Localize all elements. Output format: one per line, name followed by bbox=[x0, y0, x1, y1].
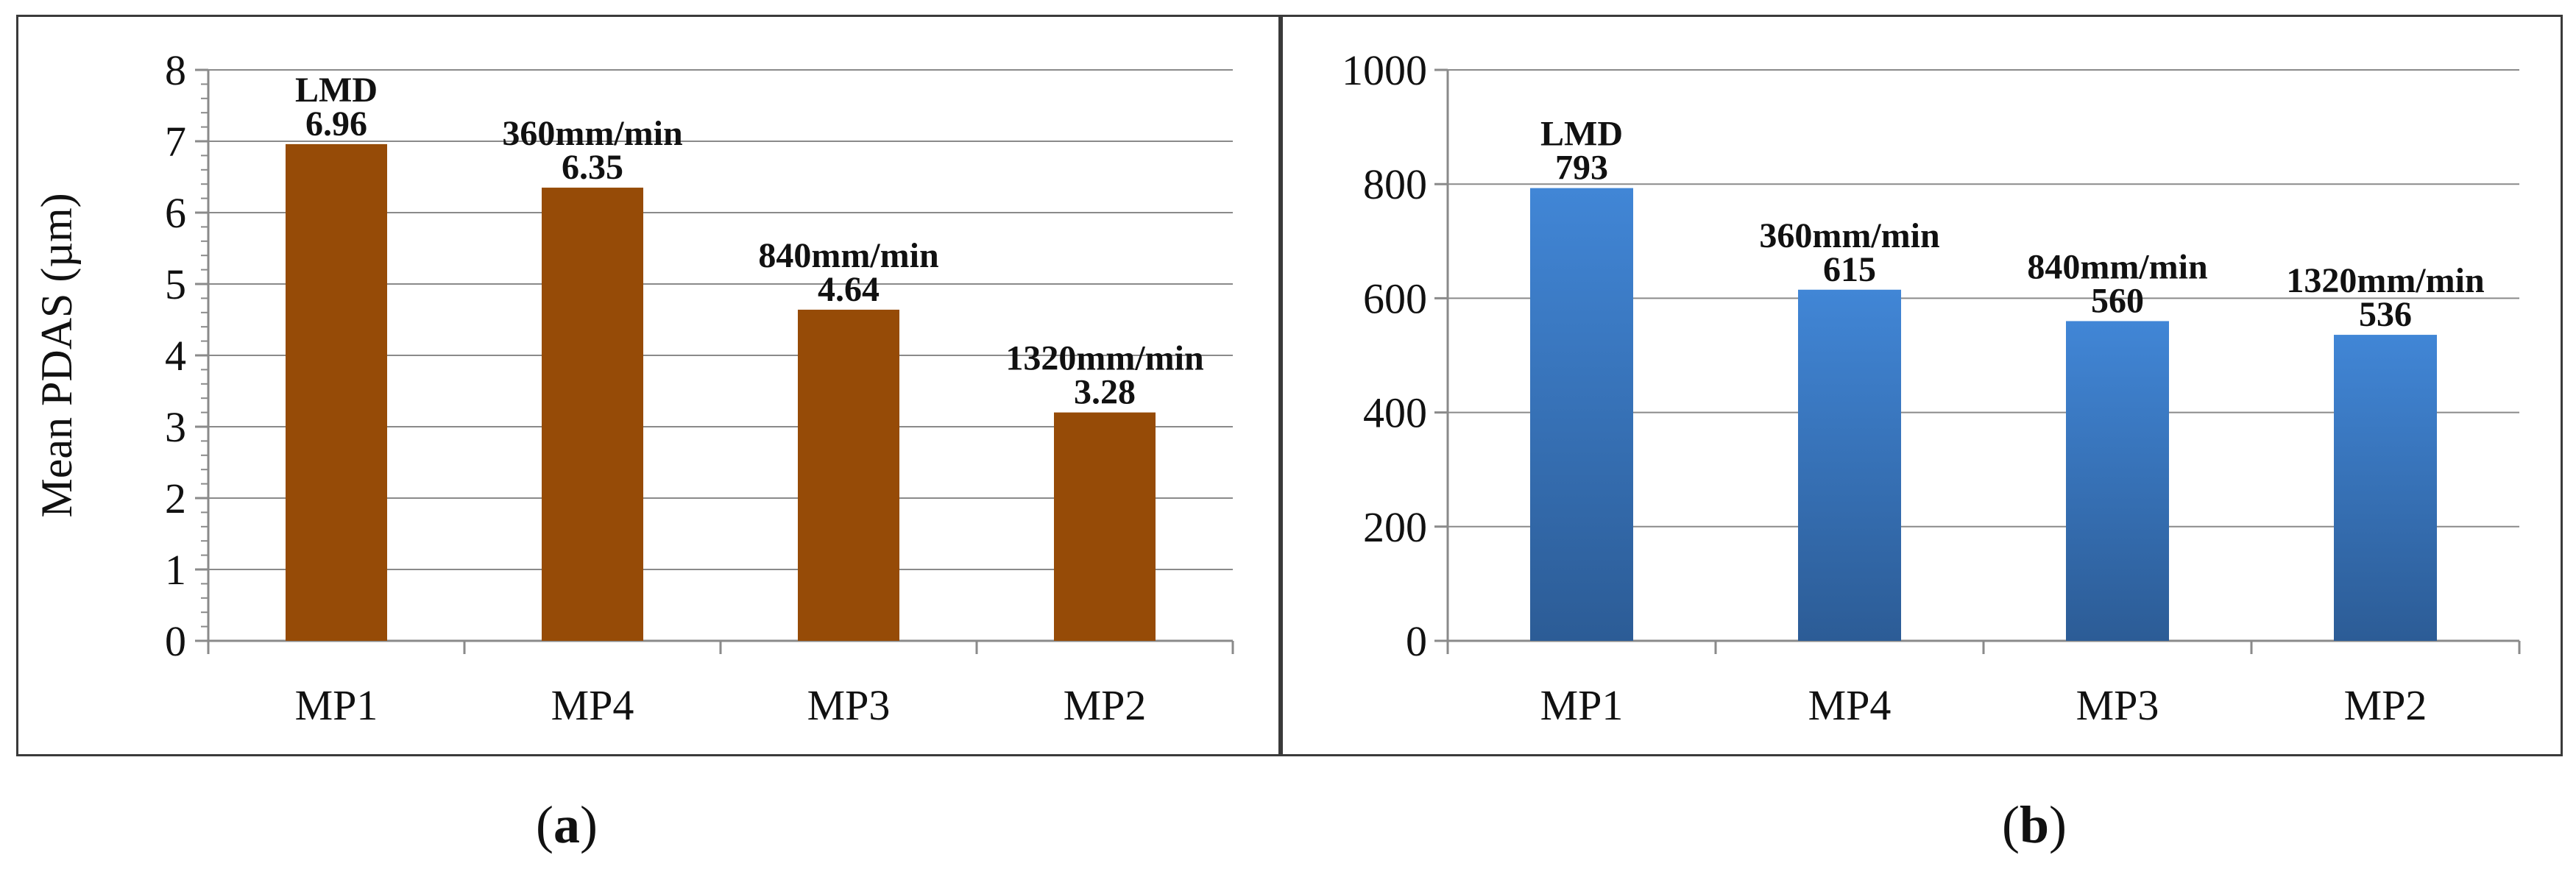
x-category-label-mp1-a: MP1 bbox=[295, 681, 378, 729]
data-label-line2-mp3-b: 560 bbox=[2091, 281, 2144, 320]
data-label-line1-mp2-a: 1320mm/min bbox=[1005, 339, 1203, 378]
y-tick-label-a-7: 7 bbox=[165, 118, 186, 166]
y-tick-label-b-4: 800 bbox=[1363, 160, 1427, 208]
y-tick-label-a-5: 5 bbox=[165, 260, 186, 308]
data-label-line1-mp3-b: 840mm/min bbox=[2027, 247, 2207, 286]
y-tick-label-a-1: 1 bbox=[165, 546, 186, 594]
data-label-line2-mp2-b: 536 bbox=[2359, 295, 2412, 334]
bar-mp2-b bbox=[2334, 335, 2437, 641]
data-label-line1-mp1-b: LMD bbox=[1540, 115, 1623, 154]
y-tick-label-a-8: 8 bbox=[165, 46, 186, 94]
x-category-label-mp4-b: MP4 bbox=[1808, 681, 1892, 729]
bar-mp2-a bbox=[1054, 412, 1156, 641]
data-label-line1-mp4-a: 360mm/min bbox=[502, 114, 682, 153]
y-tick-label-b-3: 600 bbox=[1363, 274, 1427, 322]
y-tick-label-a-2: 2 bbox=[165, 475, 186, 522]
x-category-label-mp2-b: MP2 bbox=[2344, 681, 2427, 729]
chart-panel-a: 0 1 2 3 4 5 6 7 8 MP1 LMD 6.96 MP4 360mm/min 6.35 MP3 84… bbox=[16, 15, 1281, 756]
x-category-label-mp4-a: MP4 bbox=[551, 681, 634, 729]
bar-mp1-a bbox=[286, 143, 387, 641]
y-tick-label-b-5: 1000 bbox=[1342, 46, 1427, 94]
data-label-line1-mp4-b: 360mm/min bbox=[1759, 216, 1939, 255]
data-label-line1-mp1-a: LMD bbox=[295, 71, 378, 110]
data-label-line1-mp3-a: 840mm/min bbox=[758, 236, 938, 275]
bar-mp4-a bbox=[542, 188, 643, 642]
y-tick-label-a-3: 3 bbox=[165, 403, 186, 451]
y-tick-label-b-1: 200 bbox=[1363, 503, 1427, 551]
x-category-label-mp3-b: MP3 bbox=[2076, 681, 2159, 729]
data-label-line2-mp4-b: 615 bbox=[1823, 250, 1876, 289]
y-tick-label-a-0: 0 bbox=[165, 617, 186, 665]
x-category-label-mp2-a: MP2 bbox=[1064, 681, 1147, 729]
bar-mp3-b bbox=[2066, 321, 2169, 641]
data-label-line2-mp1-a: 6.96 bbox=[305, 104, 367, 143]
caption-b-letter: b bbox=[2019, 795, 2050, 854]
y-tick-label-b-2: 400 bbox=[1363, 389, 1427, 437]
caption-b: (b) bbox=[2002, 795, 2067, 854]
data-label-line2-mp1-b: 793 bbox=[1555, 149, 1608, 188]
y-tick-label-b-0: 0 bbox=[1406, 617, 1427, 665]
data-label-line2-mp4-a: 6.35 bbox=[562, 148, 623, 187]
y-axis-title-a: Mean PDAS (µm) bbox=[32, 193, 81, 517]
bar-mp1-b bbox=[1530, 188, 1633, 641]
x-category-label-mp3-a: MP3 bbox=[807, 681, 891, 729]
bar-mp3-a bbox=[798, 309, 899, 641]
data-label-line1-mp2-b: 1320mm/min bbox=[2286, 261, 2484, 300]
bar-mp4-b bbox=[1798, 289, 1901, 641]
x-category-label-mp1-b: MP1 bbox=[1540, 681, 1624, 729]
data-label-line2-mp2-a: 3.28 bbox=[1074, 373, 1136, 412]
caption-a-letter: a bbox=[553, 795, 580, 854]
y-tick-label-a-6: 6 bbox=[165, 189, 186, 237]
chart-panel-b: 0 200 400 600 800 1000 MP1 LMD 793 MP4 360mm/min 61… bbox=[1281, 15, 2563, 756]
caption-a: (a) bbox=[536, 795, 598, 854]
y-tick-label-a-4: 4 bbox=[165, 332, 186, 380]
data-label-line2-mp3-a: 4.64 bbox=[818, 270, 880, 309]
